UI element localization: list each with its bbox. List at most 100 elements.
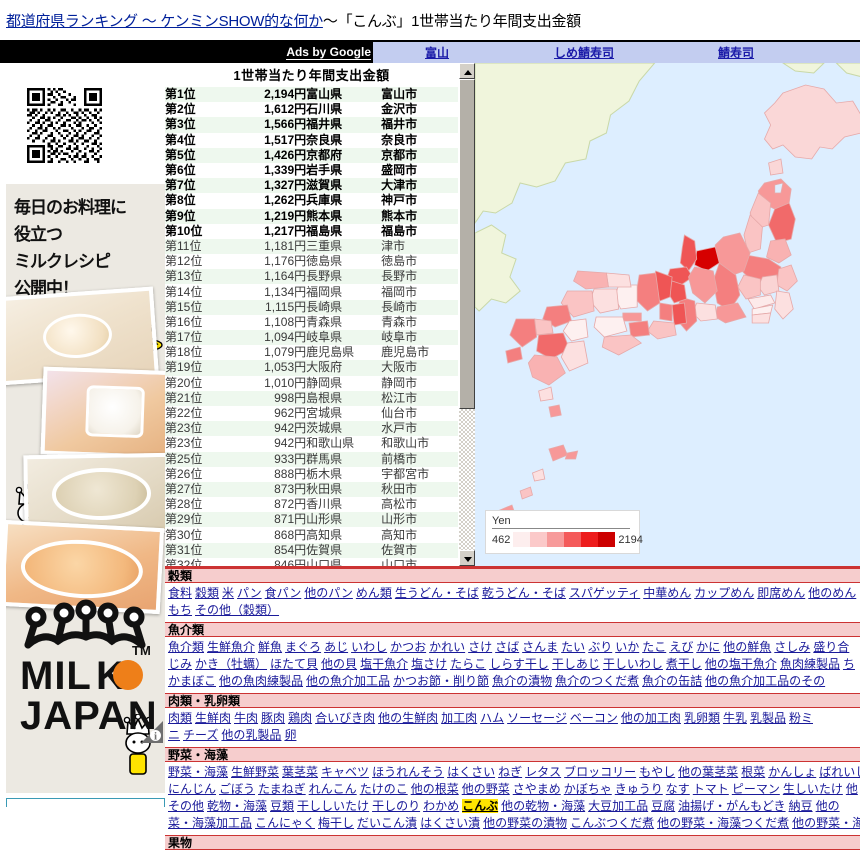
category-link-他の野菜[interactable]: 他の野菜 (461, 782, 510, 796)
category-link-その他（穀類）[interactable]: その他（穀類） (195, 603, 280, 617)
category-link-ばれいし[interactable]: ばれいし (819, 765, 860, 779)
category-link-トマト[interactable]: トマト (692, 782, 729, 796)
category-link-さしみ[interactable]: さしみ (774, 640, 811, 654)
category-link-大豆加工品[interactable]: 大豆加工品 (588, 799, 649, 813)
category-link-パン[interactable]: パン (237, 586, 262, 600)
category-link-こんぶつくだ煮[interactable]: こんぶつくだ煮 (570, 816, 655, 830)
category-link-いか[interactable]: いか (615, 640, 640, 654)
table-row[interactable]: 第29位 871円 山形県 山形市 (165, 512, 458, 528)
category-link-もやし[interactable]: もやし (639, 765, 676, 779)
category-link-菜・海藻加工品[interactable]: 菜・海藻加工品 (168, 816, 253, 830)
category-link-他の根菜[interactable]: 他の根菜 (410, 782, 459, 796)
category-link-魚介の缶詰[interactable]: 魚介の缶詰 (642, 674, 703, 688)
category-link-ほたて貝[interactable]: ほたて貝 (270, 657, 319, 671)
ad-link-2[interactable]: しめ鯖寿司 (554, 46, 615, 60)
category-link-かれい[interactable]: かれい (429, 640, 466, 654)
scrollbar-thumb[interactable] (459, 79, 475, 409)
category-link-ねぎ[interactable]: ねぎ (498, 765, 523, 779)
category-link-じみ[interactable]: じみ (168, 657, 193, 671)
table-row[interactable]: 第8位 1,262円 兵庫県 神戸市 (165, 193, 458, 209)
ranking-scrollbar[interactable] (458, 63, 475, 566)
category-link-根菜[interactable]: 根菜 (741, 765, 766, 779)
category-link-米[interactable]: 米 (222, 586, 235, 600)
category-link-魚介のつくだ煮[interactable]: 魚介のつくだ煮 (555, 674, 640, 688)
category-link-他の[interactable]: 他の (815, 799, 840, 813)
category-link-他の乳製品[interactable]: 他の乳製品 (221, 728, 282, 742)
table-row[interactable]: 第22位 962円 宮城県 仙台市 (165, 405, 458, 422)
category-link-他の塩干魚介[interactable]: 他の塩干魚介 (704, 657, 777, 671)
category-link-いわし[interactable]: いわし (351, 640, 388, 654)
scroll-down-arrow-icon[interactable] (459, 550, 475, 566)
table-row[interactable]: 第4位 1,517円 奈良県 奈良市 (165, 132, 458, 148)
category-link-食料[interactable]: 食料 (168, 586, 193, 600)
category-link-さば[interactable]: さば (495, 640, 520, 654)
table-row[interactable]: 第32位 846円 山口県 山口市 (165, 557, 458, 566)
category-link-にんじん[interactable]: にんじん (168, 782, 217, 796)
category-link-牛肉[interactable]: 牛肉 (234, 711, 259, 725)
category-link-ぶり[interactable]: ぶり (588, 640, 613, 654)
category-link-豚肉[interactable]: 豚肉 (261, 711, 286, 725)
table-row[interactable]: 第11位 1,181円 三重県 津市 (165, 238, 458, 255)
category-link-ピーマン[interactable]: ピーマン (731, 782, 780, 796)
category-link-葉茎菜[interactable]: 葉茎菜 (282, 765, 319, 779)
category-link-ほうれんそう[interactable]: ほうれんそう (372, 765, 445, 779)
table-row[interactable]: 第14位 1,134円 福岡県 福岡市 (165, 284, 458, 300)
category-link-かんしょ[interactable]: かんしょ (768, 765, 817, 779)
category-link-レタス[interactable]: レタス (525, 765, 562, 779)
category-link-ち[interactable]: ち (842, 657, 855, 671)
category-link-魚介類[interactable]: 魚介類 (168, 640, 205, 654)
category-link-わかめ[interactable]: わかめ (423, 799, 460, 813)
category-link-他の魚介加工品のその[interactable]: 他の魚介加工品のその (705, 674, 826, 688)
category-link-他の貝[interactable]: 他の貝 (321, 657, 358, 671)
category-link-中華めん[interactable]: 中華めん (643, 586, 692, 600)
category-link-鶏肉[interactable]: 鶏肉 (288, 711, 313, 725)
category-link-ごぼう[interactable]: ごぼう (219, 782, 256, 796)
category-link-もち[interactable]: もち (168, 603, 193, 617)
category-link-かに[interactable]: かに (696, 640, 721, 654)
table-row[interactable]: 第13位 1,164円 長野県 長野市 (165, 269, 458, 285)
category-link-かつお節・削り節[interactable]: かつお節・削り節 (393, 674, 490, 688)
category-link-あじ[interactable]: あじ (324, 640, 349, 654)
category-link-生うどん・そば[interactable]: 生うどん・そば (394, 586, 479, 600)
category-link-穀類[interactable]: 穀類 (195, 586, 220, 600)
category-link-たこ[interactable]: たこ (642, 640, 667, 654)
category-link-こんぶ[interactable]: こんぶ (462, 799, 499, 813)
category-link-かき（牡蠣）[interactable]: かき（牡蠣） (195, 657, 268, 671)
category-link-たけのこ[interactable]: たけのこ (359, 782, 408, 796)
table-row[interactable]: 第21位 998円 島根県 松江市 (165, 390, 458, 406)
category-link-卵[interactable]: 卵 (284, 728, 297, 742)
category-link-ソーセージ[interactable]: ソーセージ (507, 711, 567, 725)
category-link-煮干し[interactable]: 煮干し (665, 657, 702, 671)
category-link-他の野菜の漬物[interactable]: 他の野菜の漬物 (483, 816, 568, 830)
table-row[interactable]: 第26位 888円 栃木県 宇都宮市 (165, 466, 458, 482)
category-link-他のパン[interactable]: 他のパン (304, 586, 353, 600)
category-link-他の魚肉練製品[interactable]: 他の魚肉練製品 (219, 674, 304, 688)
category-link-きゅうり[interactable]: きゅうり (614, 782, 663, 796)
category-link-まぐろ[interactable]: まぐろ (285, 640, 322, 654)
category-link-生鮮野菜[interactable]: 生鮮野菜 (231, 765, 280, 779)
table-row[interactable]: 第30位 868円 高知県 高知市 (165, 527, 458, 543)
category-link-かつお[interactable]: かつお (390, 640, 427, 654)
category-link-たまねぎ[interactable]: たまねぎ (258, 782, 306, 796)
category-link-乾うどん・そば[interactable]: 乾うどん・そば (481, 586, 566, 600)
ads-by-google-label[interactable]: Ads by Google (286, 44, 371, 60)
category-link-かまぼこ[interactable]: かまぼこ (168, 674, 217, 688)
category-link-カップめん[interactable]: カップめん (694, 586, 755, 600)
category-link-他の乾物・海藻[interactable]: 他の乾物・海藻 (501, 799, 586, 813)
category-link-干しのり[interactable]: 干しのり (372, 799, 421, 813)
ad-link-1[interactable]: 富山 (425, 46, 450, 60)
scrollbar-track[interactable] (459, 79, 475, 550)
category-link-さけ[interactable]: さけ (468, 640, 493, 654)
category-link-塩干魚介[interactable]: 塩干魚介 (360, 657, 409, 671)
category-link-さやまめ[interactable]: さやまめ (512, 782, 561, 796)
table-row[interactable]: 第27位 873円 秋田県 秋田市 (165, 481, 458, 498)
table-row[interactable]: 第10位 1,217円 福島県 福島市 (165, 223, 458, 239)
category-link-油揚げ・がんもどき[interactable]: 油揚げ・がんもどき (678, 799, 786, 813)
category-link-ハム[interactable]: ハム (480, 711, 505, 725)
category-link-なす[interactable]: なす (665, 782, 690, 796)
category-link-こんにゃく[interactable]: こんにゃく (255, 816, 316, 830)
category-link-チーズ[interactable]: チーズ (183, 728, 219, 742)
category-link-干しあじ[interactable]: 干しあじ (551, 657, 600, 671)
table-row[interactable]: 第15位 1,115円 長崎県 長崎市 (165, 299, 458, 315)
table-row[interactable]: 第3位 1,566円 福井県 福井市 (165, 117, 458, 133)
